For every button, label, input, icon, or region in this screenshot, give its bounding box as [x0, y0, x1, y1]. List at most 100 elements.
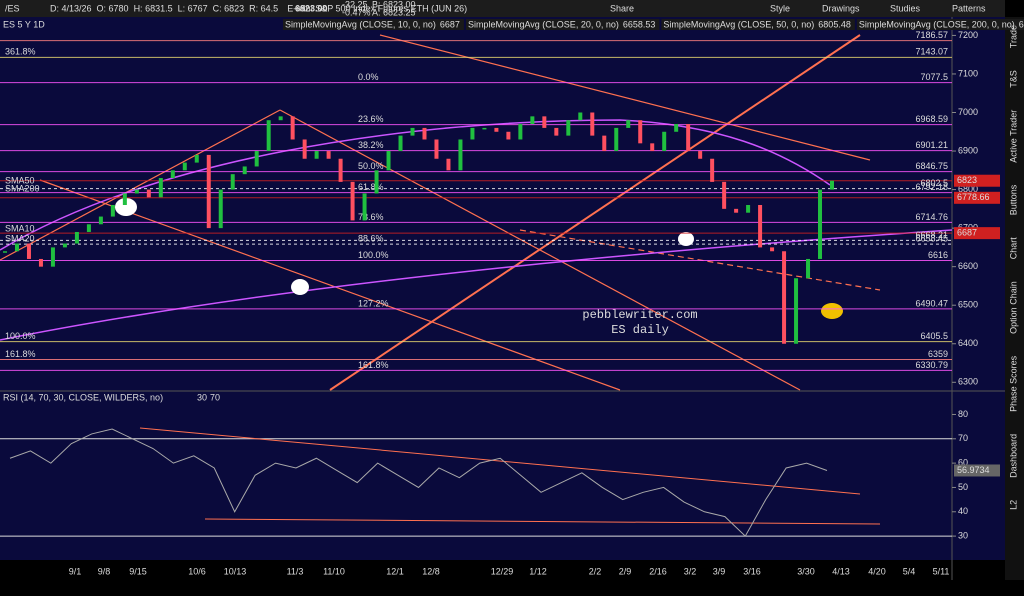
ohlc: R: 64.5: [249, 3, 278, 13]
change: -32.25: [342, 0, 368, 9]
candle: [458, 139, 463, 171]
toolbar-button[interactable]: Share: [610, 3, 634, 13]
candle: [218, 189, 223, 229]
x-tick-label: 2/16: [649, 566, 667, 576]
candle: [74, 231, 79, 244]
ma-line: [0, 119, 831, 251]
candle: [38, 258, 43, 267]
x-tick-label: 12/29: [491, 566, 514, 576]
level-label: 6616: [928, 250, 948, 260]
ohlc: C: 6823: [213, 3, 245, 13]
candle: [266, 120, 271, 152]
rsi-tick-label: 30: [958, 530, 968, 540]
x-tick-label: 5/4: [903, 566, 916, 576]
toolbar-button[interactable]: Style: [770, 3, 790, 13]
side-tab[interactable]: Phase Scores: [1008, 355, 1018, 412]
fib-label: 161.8%: [358, 360, 389, 370]
x-tick-label: 9/8: [98, 566, 111, 576]
side-tab[interactable]: Dashboard: [1008, 434, 1018, 478]
candle: [638, 120, 643, 144]
ohlc: D: 4/13/26: [50, 3, 92, 13]
rsi-trend: [204, 518, 881, 525]
x-tick-label: 3/9: [713, 566, 726, 576]
price-box: [954, 227, 1000, 240]
marker: [115, 198, 137, 216]
study-name: SimpleMovingAvg (CLOSE, 200, 0, no): [859, 19, 1015, 29]
level-label: 6792.18: [915, 182, 948, 192]
level-label: 6846.75: [915, 161, 948, 171]
price-box: [954, 191, 1000, 204]
bid: B: 6823.00: [372, 0, 416, 9]
side-tab[interactable]: T&S: [1008, 70, 1018, 88]
x-tick-label: 11/10: [323, 566, 345, 576]
rsi-band-label: 70: [210, 392, 220, 402]
trend-line: [379, 34, 871, 161]
candle: [782, 251, 787, 344]
candle: [26, 243, 31, 259]
rsi-last-box: [954, 464, 1000, 477]
candle: [818, 189, 823, 259]
study-value: 6805.48: [818, 19, 851, 29]
y-tick-label: 7000: [958, 107, 978, 117]
candle: [710, 158, 715, 182]
toolbar-button[interactable]: Studies: [890, 3, 921, 13]
x-tick-label: 4/20: [868, 566, 886, 576]
candle: [506, 131, 511, 140]
study-header-bg: [661, 19, 855, 30]
price-box: [954, 174, 1000, 187]
study-value: 6658.53: [623, 19, 656, 29]
candle: [698, 151, 703, 159]
side-tabs: [1005, 17, 1024, 580]
candle: [434, 139, 439, 159]
price-box-label: 6687: [957, 228, 977, 238]
rsi-tick-label: 60: [958, 457, 968, 467]
side-tab[interactable]: Trade: [1008, 25, 1018, 48]
fib-label: 0.0%: [358, 72, 379, 82]
change-pct: -0.47%: [342, 7, 371, 17]
candle: [314, 151, 319, 159]
side-tab[interactable]: Option Chain: [1008, 281, 1018, 334]
level-label: 7186.57: [915, 30, 948, 40]
candle: [482, 127, 487, 130]
price-box-label: 6778.66: [957, 192, 990, 202]
side-tab[interactable]: Buttons: [1008, 184, 1018, 215]
candle: [734, 208, 739, 213]
rsi-last-label: 56.9734: [957, 465, 990, 475]
side-tab[interactable]: Chart: [1008, 237, 1018, 260]
candle: [326, 151, 331, 159]
ohlc: O: 6780: [97, 3, 129, 13]
candle: [614, 127, 619, 152]
price-box-label: 6823: [957, 175, 977, 185]
candle: [3, 251, 7, 253]
fib-label: 23.6%: [358, 114, 384, 124]
side-tab[interactable]: L2: [1008, 500, 1018, 510]
fib-label: 361.8%: [5, 47, 36, 57]
symbol[interactable]: /ES: [5, 3, 20, 13]
candle: [62, 243, 67, 248]
x-tick-label: 10/13: [224, 566, 247, 576]
candle: [770, 247, 775, 252]
toolbar-button[interactable]: Patterns: [952, 3, 986, 13]
trend-line: [39, 179, 621, 391]
candle: [722, 181, 727, 209]
x-tick-label: 1/12: [529, 566, 547, 576]
level-label: 7143.07: [915, 47, 948, 57]
side-tab[interactable]: Active Trader: [1008, 110, 1018, 163]
candle: [110, 205, 115, 217]
study-value: 6687: [440, 19, 460, 29]
time-axis-bg: [0, 560, 1005, 582]
x-tick-label: 4/13: [832, 566, 850, 576]
rsi-band-label: 30: [197, 392, 207, 402]
candle: [662, 131, 667, 152]
candle: [626, 120, 631, 128]
candle: [254, 151, 259, 167]
x-tick-label: 5/11: [933, 566, 950, 576]
level-label: 6658.45: [915, 234, 948, 244]
toolbar-button[interactable]: Drawings: [822, 3, 860, 13]
candle: [182, 162, 187, 171]
candle: [806, 258, 811, 279]
study-value: 6778.66: [1019, 19, 1024, 29]
rsi-tick-label: 80: [958, 409, 968, 419]
candle: [746, 205, 751, 213]
